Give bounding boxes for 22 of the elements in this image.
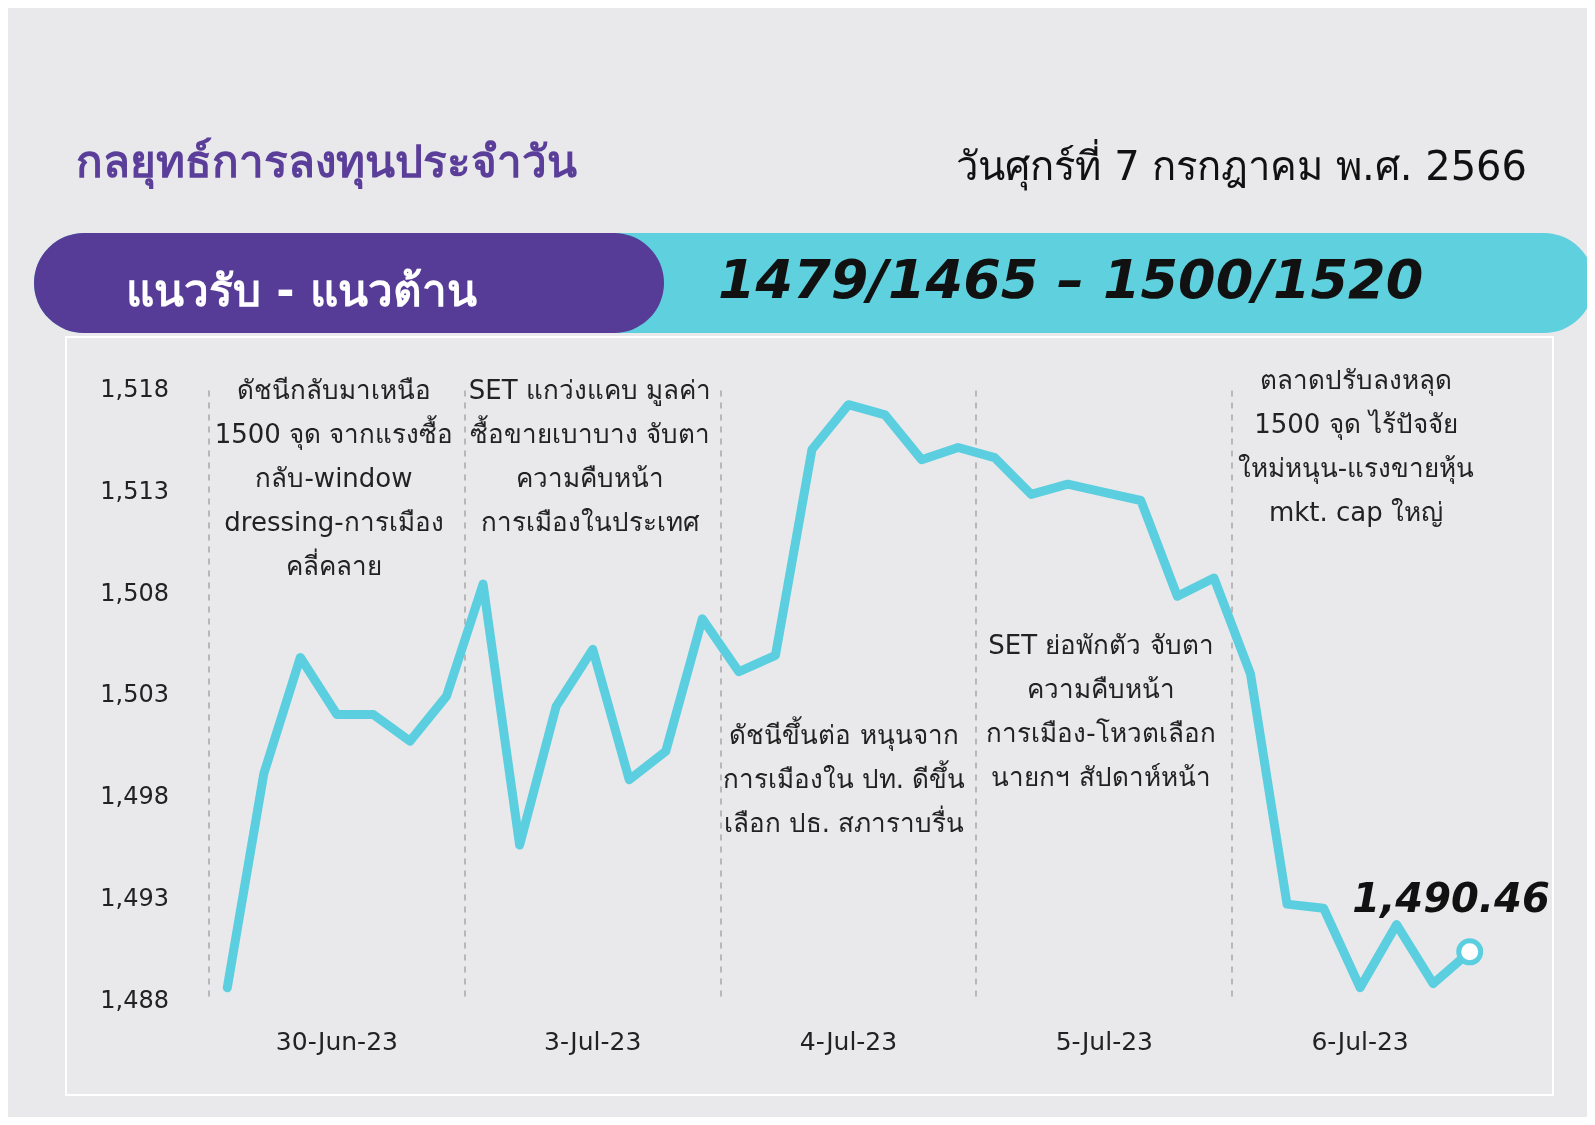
- y-tick-label: 1,493: [100, 884, 169, 913]
- y-tick-label: 1,508: [100, 578, 169, 607]
- annotation: ดัชนีขึ้นต่อ หนุนจากการเมืองใน ปท. ดีขึ้น เลือก ปธ. สภาราบรื่น: [721, 715, 967, 840]
- annotation: SET แกว่งแคบ มูลค่าซื้อขายเบาบาง จับตาความคืบหน้าการเมืองในประเทศ: [467, 374, 713, 539]
- chart-title: กลยุทธ์การลงทุนประจำวัน: [76, 135, 577, 191]
- x-tick-label: 4-Jul-23: [799, 1026, 898, 1056]
- annotation: ดัชนีกลับมาเหนือ 1500 จุด จากแรงซื้อกลับ-window dressing-การเมืองคลี่คลาย: [213, 374, 455, 583]
- y-tick-label: 1,488: [100, 986, 169, 1015]
- annotation: ตลาดปรับลงหลุด 1500 จุด ไร้ปัจจัยใหม่หนุน-แรงขายหุ้น mkt. cap ใหญ่: [1236, 364, 1476, 529]
- y-tick-label: 1,513: [100, 476, 169, 505]
- data-label: 1,490.46: [1352, 875, 1550, 922]
- chart-subtitle: วันศุกร์ที่ 7 กรกฎาคม พ.ศ. 2566: [956, 138, 1527, 193]
- y-tick-label: 1,498: [100, 782, 169, 811]
- y-tick-label: 1,503: [100, 680, 169, 709]
- x-tick-label: 3-Jul-23: [544, 1026, 642, 1056]
- x-tick-label: 6-Jul-23: [1311, 1026, 1409, 1056]
- x-tick-label: 5-Jul-23: [1055, 1026, 1153, 1056]
- text: แนวรับ - แนวต้าน: [126, 264, 477, 318]
- x-tick-label: 30-Jun-23: [275, 1026, 398, 1056]
- y-tick-label: 1,518: [100, 374, 169, 403]
- annotation: SET ย่อพักตัว จับตาความคืบหน้าการเมือง-โหวตเลือกนายกฯ สัปดาห์หน้า: [985, 629, 1217, 794]
- text: 1479/1465 – 1500/1520: [718, 248, 1424, 311]
